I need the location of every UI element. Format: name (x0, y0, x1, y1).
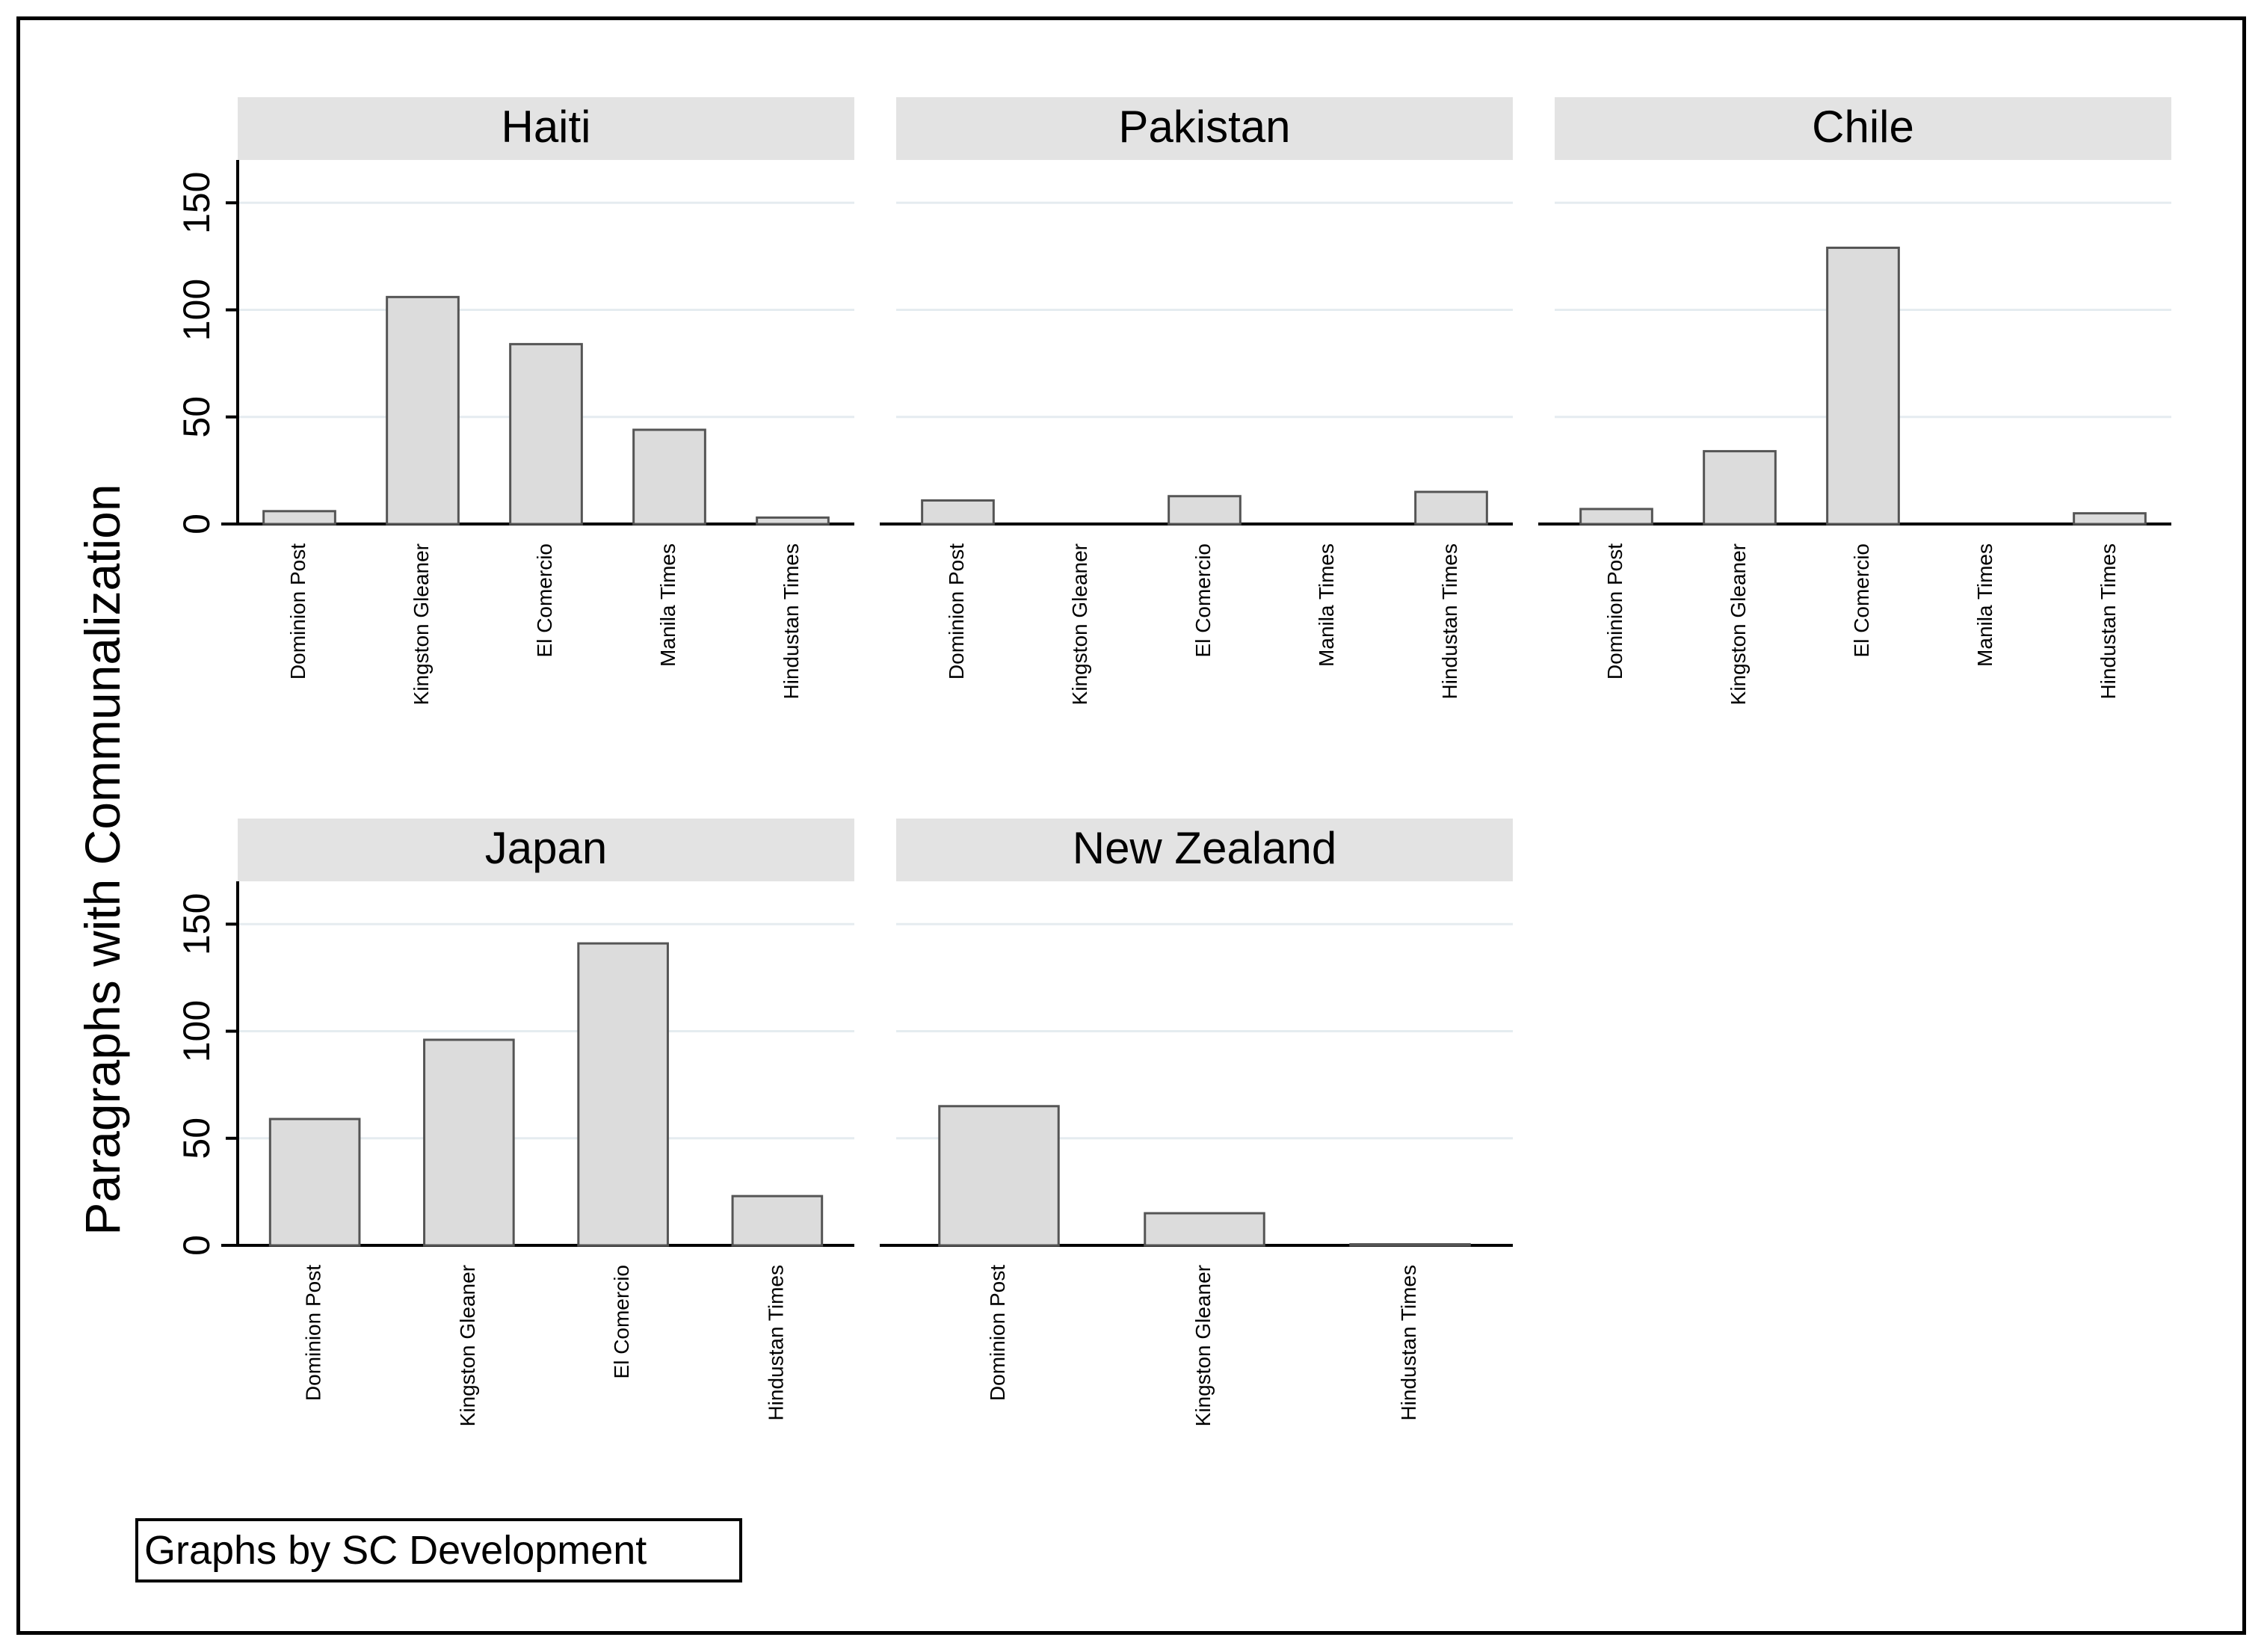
y-tick-label: 150 (176, 893, 218, 955)
bar (1703, 450, 1777, 526)
bar (921, 499, 995, 526)
y-tick-label: 150 (176, 172, 218, 234)
bar (1826, 246, 1900, 526)
bar (268, 1118, 361, 1247)
panel-title: Chile (1812, 102, 1914, 152)
bar (262, 510, 336, 526)
x-tick-label: Hindustan Times (2097, 543, 2120, 700)
panel-strip (238, 819, 854, 881)
x-tick-label: Kingston Gleaner (1191, 1265, 1215, 1426)
x-tick-label: Dominion Post (302, 1265, 325, 1401)
y-axis-label: Paragraphs with Communalization (75, 484, 130, 1235)
bar (386, 295, 460, 526)
x-tick-label: Dominion Post (1603, 543, 1626, 679)
note-box (135, 1518, 742, 1582)
y-tick-label: 50 (176, 396, 218, 438)
panel-title: Haiti (501, 102, 590, 152)
y-tick-label: 100 (176, 1000, 218, 1062)
x-tick-label: El Comercio (610, 1265, 633, 1378)
y-tick-label: 50 (176, 1118, 218, 1159)
panel-new-zealand: New Zealand Dominion Post Kingston Gleaner… (880, 819, 1513, 1426)
bar (509, 342, 583, 526)
bar (1168, 495, 1242, 526)
x-tick-label: Manila Times (656, 543, 679, 667)
note-text: Graphs by SC Development (144, 1528, 647, 1573)
x-tick-label: Hindustan Times (1397, 1265, 1420, 1421)
x-tick-label: Dominion Post (945, 543, 968, 679)
x-tick-label: El Comercio (1191, 543, 1215, 657)
x-tick-label: El Comercio (1850, 543, 1873, 657)
y-tick-label: 100 (176, 279, 218, 341)
x-tick-label: El Comercio (533, 543, 556, 657)
bar (1144, 1212, 1265, 1247)
x-tick-label: Kingston Gleaner (1727, 543, 1750, 705)
x-tick-label: Hindustan Times (764, 1265, 787, 1421)
bar (1414, 490, 1488, 526)
x-tick-label: Hindustan Times (1438, 543, 1461, 700)
x-tick-label: Kingston Gleaner (1068, 543, 1091, 705)
x-tick-label: Dominion Post (986, 1265, 1009, 1401)
bar (1579, 508, 1653, 526)
panel-strip (238, 97, 854, 160)
panel-japan: Japan 0 50 100 150 Dominion Post Kingston Glea… (176, 819, 854, 1426)
panel-haiti: Haiti 0 50 100 150 Dominion Post Kingston Glea… (176, 97, 854, 705)
bar (423, 1038, 515, 1247)
y-tick-label: 0 (176, 514, 218, 534)
panel-title: New Zealand (1073, 823, 1337, 873)
panel-pakistan: Pakistan Dominion Post Kingston Gleaner El … (880, 97, 1513, 705)
x-tick-label: Hindustan Times (780, 543, 803, 700)
x-tick-label: Manila Times (1973, 543, 1996, 667)
x-tick-label: Dominion Post (286, 543, 309, 679)
y-tick-label: 0 (176, 1235, 218, 1256)
panel-strip (1555, 97, 2171, 160)
bar (938, 1105, 1060, 1247)
bar (756, 516, 830, 526)
panel-title: Pakistan (1118, 102, 1290, 152)
x-tick-label: Manila Times (1315, 543, 1338, 667)
bar (2073, 512, 2147, 526)
bar (577, 942, 669, 1247)
bar (632, 428, 706, 526)
bar (731, 1195, 824, 1247)
x-tick-label: Kingston Gleaner (410, 543, 433, 705)
panel-title: Japan (485, 823, 607, 873)
panel-strip (896, 97, 1513, 160)
panel-chile: Chile Dominion Post Kingston Gleaner El Com… (1538, 97, 2171, 705)
x-tick-label: Kingston Gleaner (456, 1265, 479, 1426)
panel-strip (896, 819, 1513, 881)
